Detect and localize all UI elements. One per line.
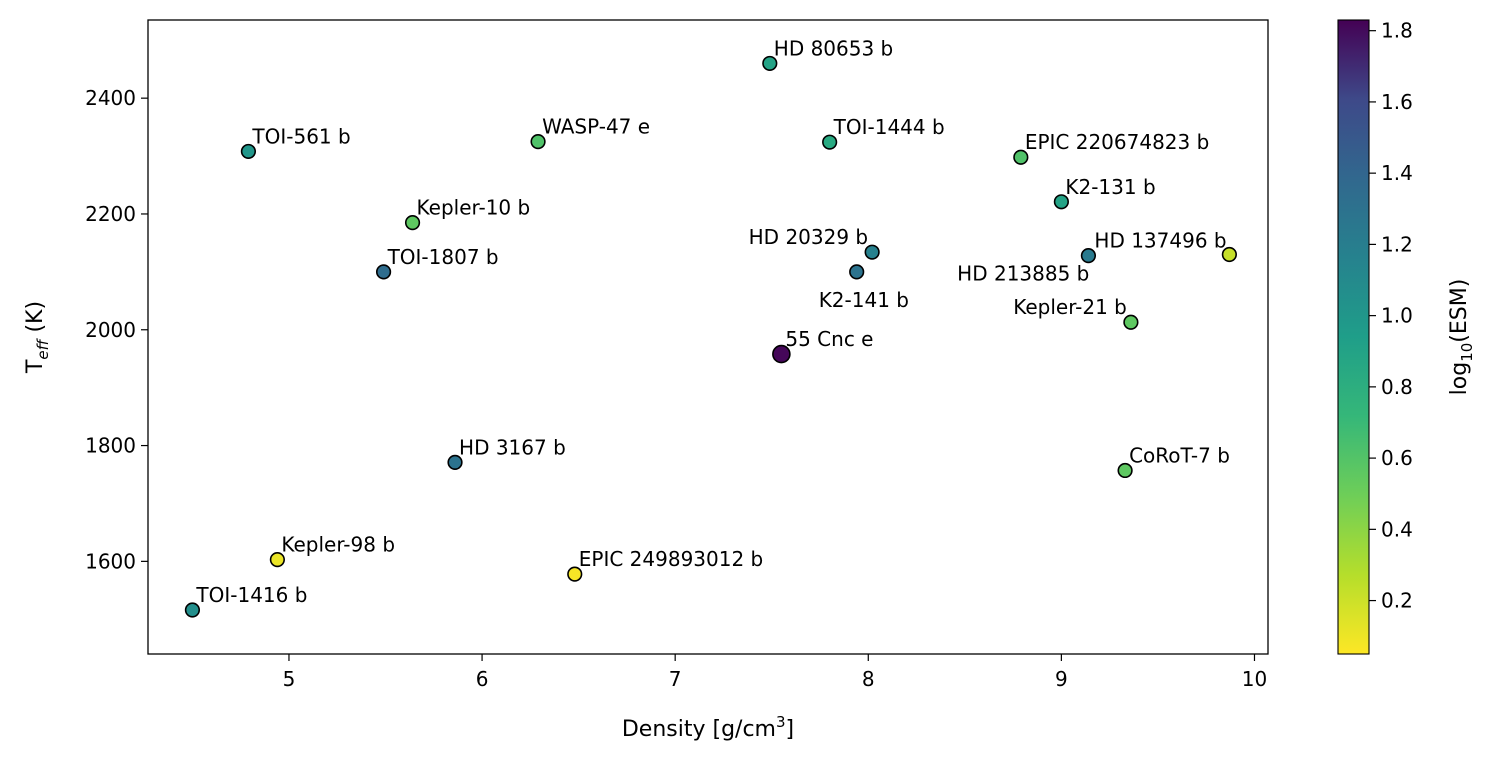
plot-frame <box>147 19 1269 655</box>
data-point[interactable] <box>1221 246 1237 263</box>
y-tick-label: 2000 <box>85 318 136 342</box>
data-point[interactable] <box>447 454 463 470</box>
point-label: CoRoT-7 b <box>1129 443 1230 467</box>
point-labels: HD 80653 b TOI-561 b WASP-47 e TOI-1444 b EP… <box>195 36 1230 607</box>
colorbar-tick-label: 0.4 <box>1381 517 1413 541</box>
y-axis-label: Teff (K) <box>23 301 52 374</box>
point-label: HD 80653 b <box>774 36 893 60</box>
point-label: Kepler-98 b <box>281 533 395 557</box>
data-point[interactable] <box>762 55 778 72</box>
data-point[interactable] <box>772 344 791 364</box>
data-point[interactable] <box>269 552 285 568</box>
colorbar-ticks: 0.2 0.4 0.6 0.8 1.0 1.2 1.4 1.6 1.8 <box>1369 19 1413 613</box>
colorbar-tick-label: 1.0 <box>1381 304 1413 328</box>
point-label: Kepler-10 b <box>417 196 531 220</box>
data-point[interactable] <box>184 602 201 618</box>
data-point[interactable] <box>1123 314 1139 330</box>
point-label: WASP-47 e <box>542 115 650 139</box>
point-label: K2-141 b <box>819 288 909 312</box>
y-tick-label: 1600 <box>85 549 136 573</box>
point-label: HD 213885 b <box>957 261 1089 285</box>
x-tick-label: 8 <box>862 667 875 691</box>
data-point[interactable] <box>1013 149 1029 165</box>
y-axis-ticks: 1600 1800 2000 2200 2400 <box>85 86 148 573</box>
x-tick-label: 9 <box>1055 667 1068 691</box>
y-tick-label: 2200 <box>85 202 136 226</box>
point-label: TOI-1807 b <box>387 245 499 269</box>
colorbar-label: log10(ESM) <box>1447 279 1476 396</box>
colorbar-tick-label: 0.6 <box>1381 446 1413 470</box>
point-label: 55 Cnc e <box>785 327 873 351</box>
y-tick-label: 1800 <box>85 434 136 458</box>
data-point[interactable] <box>822 134 838 150</box>
data-point[interactable] <box>240 143 257 160</box>
data-point[interactable] <box>567 566 583 582</box>
colorbar-tick-label: 0.2 <box>1381 589 1413 613</box>
point-label: TOI-1444 b <box>833 115 945 139</box>
data-point[interactable] <box>1053 194 1069 210</box>
point-label: TOI-1416 b <box>195 583 307 607</box>
data-point[interactable] <box>404 215 421 231</box>
x-axis-label: Density [g/cm3] <box>622 713 794 742</box>
data-point[interactable] <box>1117 462 1133 479</box>
data-point[interactable] <box>864 244 880 260</box>
data-point[interactable] <box>849 264 865 280</box>
x-tick-label: 7 <box>669 667 682 691</box>
colorbar-tick-label: 1.2 <box>1381 232 1413 256</box>
data-point[interactable] <box>1080 248 1097 264</box>
point-label: TOI-561 b <box>251 124 350 148</box>
point-label: K2-131 b <box>1065 175 1155 199</box>
point-label: EPIC 220674823 b <box>1025 130 1210 154</box>
x-tick-label: 5 <box>283 667 296 691</box>
colorbar-tick-label: 1.4 <box>1381 161 1413 185</box>
point-label: Kepler-21 b <box>1013 295 1127 319</box>
colorbar-tick-label: 1.6 <box>1381 90 1413 114</box>
colorbar-tick-label: 1.8 <box>1381 19 1413 43</box>
data-point[interactable] <box>530 133 546 150</box>
x-tick-label: 6 <box>476 667 489 691</box>
y-tick-label: 2400 <box>85 86 136 110</box>
point-label: EPIC 249893012 b <box>579 547 764 571</box>
x-axis-ticks: 5 6 7 8 9 10 <box>283 654 1267 691</box>
x-tick-label: 10 <box>1242 667 1267 691</box>
point-label: HD 137496 b <box>1094 229 1226 253</box>
colorbar <box>1337 19 1370 655</box>
point-label: HD 20329 b <box>749 225 868 249</box>
point-label: HD 3167 b <box>459 435 566 459</box>
plot-points <box>184 55 1237 618</box>
colorbar-tick-label: 0.8 <box>1381 375 1413 399</box>
data-point[interactable] <box>375 264 392 280</box>
